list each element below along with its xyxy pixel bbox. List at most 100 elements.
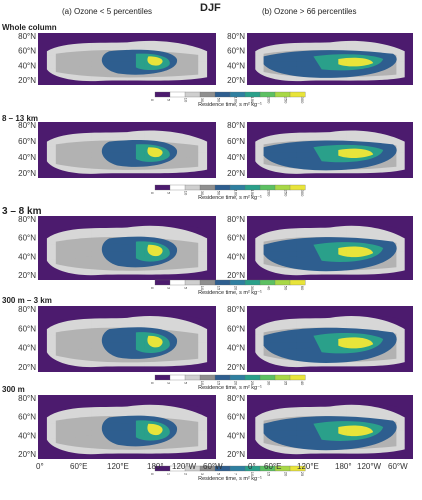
colorbar-segment-row-0-4 xyxy=(214,91,231,98)
map-coastline-b-0-0 xyxy=(250,44,338,56)
colorbar-segment-row-0-1 xyxy=(169,91,186,98)
colorbar-tick-row-4-1: 1 xyxy=(167,473,172,476)
map-coastline-a-0-2 xyxy=(136,46,198,69)
map-coastline-a-1-0 xyxy=(42,134,136,147)
colorbar-tick-row-1-6: 150 xyxy=(250,190,255,197)
map-coastline-b-4-2 xyxy=(338,411,396,440)
lat-label-a-1-1: 60°N xyxy=(18,137,36,146)
colorbar-segment-row-2-5 xyxy=(229,279,246,286)
lat-label-a-2-3: 20°N xyxy=(18,271,36,280)
lat-label-a-3-3: 20°N xyxy=(18,363,36,372)
lon-label-a-2: 120°E xyxy=(107,462,129,471)
lon-label-b-4: 120°W xyxy=(357,462,382,471)
lat-label-a-4-1: 60°N xyxy=(18,413,36,422)
lat-label-b-3-2: 40°N xyxy=(227,344,245,353)
colorbar-tick-row-2-7: 40 xyxy=(267,286,272,291)
colorbar-tick-row-1-9: 300 xyxy=(300,190,305,197)
map-coastline-a-4-0 xyxy=(42,409,136,424)
lat-label-a-2-0: 80°N xyxy=(18,215,36,224)
colorbar-segment-row-2-4 xyxy=(214,279,231,286)
map-residence-blob-b-2-2 xyxy=(338,246,374,258)
map-residence-blob-a-3-2 xyxy=(147,335,163,348)
lat-label-a-3-0: 80°N xyxy=(18,305,36,314)
lat-label-a-0-2: 40°N xyxy=(18,61,36,70)
lat-label-b-1-2: 40°N xyxy=(227,153,245,162)
map-coastline-a-3-2 xyxy=(136,323,198,353)
colorbar-tick-row-1-1: 5 xyxy=(167,192,172,195)
colorbar-tick-row-4-9: 25 xyxy=(300,472,305,477)
colorbar-tick-row-2-0: 0 xyxy=(150,287,155,290)
map-coastline-a-4-2 xyxy=(136,411,198,440)
row-label-3-8km: 3 – 8 km xyxy=(2,206,42,217)
colorbar-label-row-4: Residence time, s m² kg⁻¹ xyxy=(198,476,262,482)
map-panel-a-3 xyxy=(38,306,216,372)
colorbar-label-row-1: Residence time, s m² kg⁻¹ xyxy=(198,195,262,201)
lat-label-b-2-3: 20°N xyxy=(227,271,245,280)
map-residence-blob-a-2-2 xyxy=(147,244,163,257)
lat-label-b-2-1: 60°N xyxy=(227,234,245,243)
colorbar-label-row-3: Residence time, s m² kg⁻¹ xyxy=(198,385,262,391)
colorbar-tick-row-1-0: 0 xyxy=(150,192,155,195)
lat-label-a-1-2: 40°N xyxy=(18,153,36,162)
map-coastline-b-4-3 xyxy=(264,401,405,455)
colorbar-segment-row-2-8 xyxy=(274,279,291,286)
lat-label-b-2-2: 40°N xyxy=(227,252,245,261)
map-residence-blob-a-0-2 xyxy=(147,56,163,66)
colorbar-segment-row-2-9 xyxy=(289,279,306,286)
figure-title: DJF xyxy=(200,2,221,14)
lat-label-a-4-3: 20°N xyxy=(18,450,36,459)
column-title-a: (a) Ozone < 5 percentiles xyxy=(62,7,153,16)
map-panel-a-1 xyxy=(38,122,216,178)
colorbar-segment-row-4-5 xyxy=(229,465,246,472)
colorbar-segment-row-0-3 xyxy=(199,91,216,98)
map-panel-b-3 xyxy=(247,306,413,372)
map-coastline-a-1-3 xyxy=(56,128,207,176)
colorbar-segment-row-1-2 xyxy=(184,184,201,191)
colorbar-tick-row-3-9: 40 xyxy=(300,381,305,386)
colorbar-tick-row-3-5: 20 xyxy=(233,381,238,386)
map-coastline-a-2-0 xyxy=(42,230,136,245)
colorbar-tick-row-4-8: 20 xyxy=(283,472,288,477)
map-coastline-a-4-3 xyxy=(56,401,207,455)
colorbar-segment-row-0-2 xyxy=(184,91,201,98)
colorbar-label-row-2: Residence time, s m² kg⁻¹ xyxy=(198,290,262,296)
colorbar-tick-row-3-1: 3 xyxy=(167,382,172,385)
colorbar-tick-row-0-5: 100 xyxy=(233,97,238,104)
colorbar-tick-row-0-7: 200 xyxy=(267,97,272,104)
lon-label-b-0: 0° xyxy=(248,462,256,471)
map-coastline-a-0-3 xyxy=(56,38,207,82)
lat-label-b-3-0: 80°N xyxy=(227,305,245,314)
row-label-8-13km: 8 – 13 km xyxy=(2,114,39,123)
colorbar-tick-row-0-3: 30 xyxy=(200,98,205,103)
colorbar-tick-row-3-6: 25 xyxy=(250,381,255,386)
colorbar-segment-row-2-3 xyxy=(199,279,216,286)
row-label-whole-column: Whole column xyxy=(2,23,57,32)
colorbar-segment-row-3-2 xyxy=(184,374,201,381)
lat-label-a-4-2: 40°N xyxy=(18,431,36,440)
colorbar-tick-row-1-3: 30 xyxy=(200,191,205,196)
lat-label-b-0-2: 40°N xyxy=(227,61,245,70)
lon-label-b-2: 120°E xyxy=(297,462,319,471)
lon-label-b-3: 180° xyxy=(335,462,352,471)
lat-label-b-0-0: 80°N xyxy=(227,32,245,41)
colorbar-tick-row-3-0: 0 xyxy=(150,382,155,385)
map-coastline-b-2-2 xyxy=(338,232,396,261)
colorbar-segment-row-1-9 xyxy=(289,184,306,191)
colorbar-segment-row-4-9 xyxy=(289,465,306,472)
colorbar-segment-row-3-9 xyxy=(289,374,306,381)
row-label-300m-3km: 300 m – 3 km xyxy=(2,296,52,305)
map-residence-blob-b-4-2 xyxy=(338,425,374,437)
lat-label-b-4-2: 40°N xyxy=(227,431,245,440)
colorbar-tick-row-4-3: 3 xyxy=(200,473,205,476)
lat-label-a-3-2: 40°N xyxy=(18,344,36,353)
lat-label-b-0-3: 20°N xyxy=(227,76,245,85)
lat-label-a-2-2: 40°N xyxy=(18,252,36,261)
colorbar-segment-row-1-4 xyxy=(214,184,231,191)
map-panel-a-4 xyxy=(38,395,216,459)
colorbar-tick-row-4-4: 5 xyxy=(217,473,222,476)
colorbar-segment-row-3-8 xyxy=(274,374,291,381)
lat-label-b-1-0: 80°N xyxy=(227,121,245,130)
lat-label-b-1-3: 20°N xyxy=(227,169,245,178)
colorbar-tick-row-0-1: 5 xyxy=(167,99,172,102)
